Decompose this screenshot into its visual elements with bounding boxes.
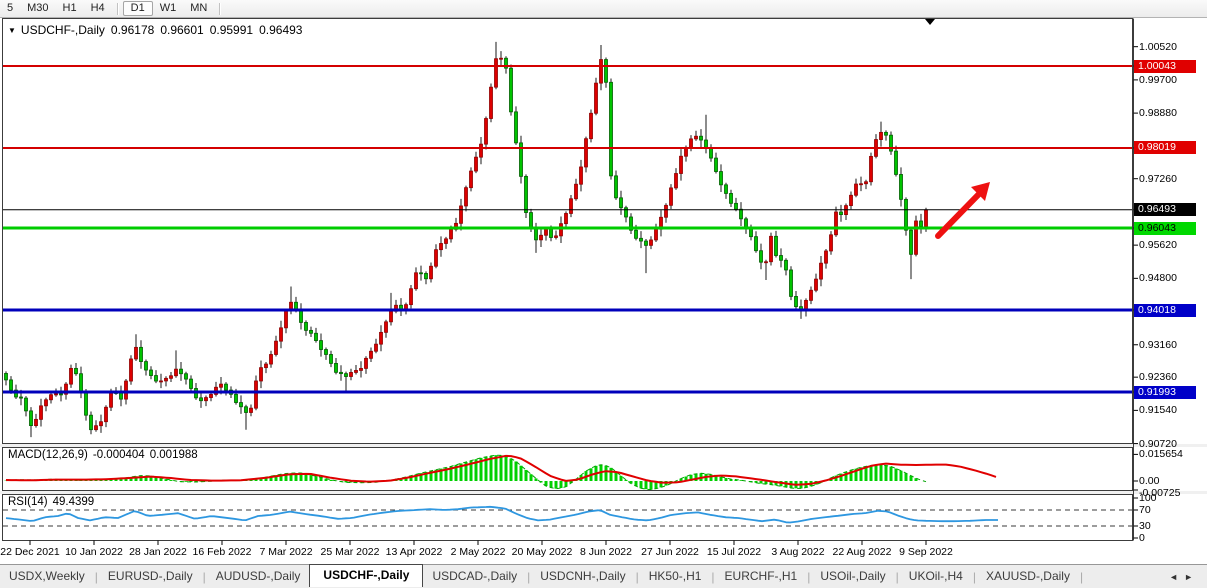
date-tick-label: 15 Jul 2022 bbox=[706, 546, 762, 558]
candles bbox=[4, 41, 928, 438]
date-tick-label: 2 May 2022 bbox=[450, 546, 506, 558]
timeframe-toolbar: 5 M30 H1 H4 D1 W1 MN bbox=[0, 0, 1207, 18]
ohlc-open: 0.96178 bbox=[110, 23, 155, 37]
price-level-badge: 0.94018 bbox=[1134, 303, 1196, 317]
tab-separator: | bbox=[635, 569, 639, 584]
date-tick-label: 20 May 2022 bbox=[511, 546, 573, 558]
macd-name: MACD(12,26,9) bbox=[8, 449, 88, 461]
tab-scroll-right-icon[interactable]: ► bbox=[1184, 571, 1199, 582]
tab-separator: | bbox=[94, 569, 98, 584]
price-tick-label: 0.91540 bbox=[1139, 404, 1177, 417]
period-button-M30[interactable]: M30 bbox=[27, 2, 49, 14]
chart-shift-marker-icon[interactable] bbox=[925, 19, 935, 25]
price-level-badge: 0.96493 bbox=[1134, 203, 1196, 217]
symbol-tab-audusd-daily[interactable]: AUDUSD-,Daily bbox=[215, 569, 301, 583]
tab-separator: | bbox=[202, 569, 206, 584]
price-lines[interactable] bbox=[2, 65, 1132, 394]
price-tick-label: 1.00520 bbox=[1139, 40, 1177, 53]
price-level-badge: 1.00043 bbox=[1134, 59, 1196, 73]
date-tick-label: 8 Jun 2022 bbox=[580, 546, 632, 558]
date-tick-label: 10 Jan 2022 bbox=[65, 546, 123, 558]
tab-scroll-left-icon[interactable]: ◄ bbox=[1169, 571, 1185, 582]
symbol-tab-usdcnh-daily[interactable]: USDCNH-,Daily bbox=[540, 569, 626, 583]
symbol-tab-eurchf-h1[interactable]: EURCHF-,H1 bbox=[724, 569, 798, 583]
symbol-tab-usdx-weekly[interactable]: USDX,Weekly bbox=[9, 569, 85, 583]
date-tick-label: 22 Dec 2021 bbox=[0, 546, 60, 558]
ohlc-low: 0.95991 bbox=[209, 23, 254, 37]
macd-tick-label: 0.00 bbox=[1139, 475, 1160, 487]
chart-symbol-label: USDCHF-,Daily bbox=[20, 23, 105, 37]
period-button-5[interactable]: 5 bbox=[7, 2, 14, 14]
ohlc-close: 0.96493 bbox=[259, 23, 303, 37]
macd-label: MACD(12,26,9) -0.000404 0.001988 bbox=[8, 449, 203, 461]
price-level-badge: 0.96043 bbox=[1134, 221, 1196, 235]
rsi-tick-label: 70 bbox=[1139, 504, 1151, 516]
macd-tick-label: -0.00725 bbox=[1139, 487, 1181, 500]
trend-arrow[interactable] bbox=[935, 182, 990, 239]
price-tick-label: 0.90720 bbox=[1139, 437, 1177, 450]
date-tick-label: 7 Mar 2022 bbox=[259, 546, 313, 558]
symbol-tab-hk50-h1[interactable]: HK50-,H1 bbox=[648, 569, 702, 583]
price-level-badge: 0.98019 bbox=[1134, 141, 1196, 155]
symbol-tab-usdcad-daily[interactable]: USDCAD-,Daily bbox=[432, 569, 518, 583]
period-button-H1[interactable]: H1 bbox=[62, 2, 77, 14]
chart-title: ▼ USDCHF-,Daily 0.96178 0.96601 0.95991 0.964… bbox=[8, 23, 308, 37]
price-tick-label: 0.93160 bbox=[1139, 338, 1177, 351]
toolbar-separator bbox=[219, 2, 221, 15]
tab-separator: | bbox=[527, 569, 531, 584]
date-tick-label: 27 Jun 2022 bbox=[641, 546, 699, 558]
symbol-tab-ukoil-h4[interactable]: UKOil-,H4 bbox=[908, 569, 963, 583]
price-tick-label: 0.98880 bbox=[1139, 107, 1177, 120]
macd-value-main: -0.000404 bbox=[92, 449, 145, 461]
rsi-label: RSI(14) 49.4399 bbox=[8, 496, 99, 508]
date-tick-label: 9 Sep 2022 bbox=[899, 546, 953, 558]
price-level-badge: 0.91993 bbox=[1134, 385, 1196, 399]
price-tick-label: 0.95620 bbox=[1139, 239, 1177, 252]
rsi-tick-label: 0 bbox=[1139, 532, 1145, 544]
rsi-tick-label: 30 bbox=[1139, 520, 1151, 532]
macd-plot bbox=[4, 454, 997, 490]
date-tick-label: 3 Aug 2022 bbox=[771, 546, 825, 558]
date-tick-label: 25 Mar 2022 bbox=[320, 546, 380, 558]
chart-dropdown-icon[interactable]: ▼ bbox=[8, 26, 16, 35]
tab-separator: | bbox=[1079, 569, 1084, 584]
date-tick-label: 16 Feb 2022 bbox=[192, 546, 252, 558]
symbol-tab-xauusd-daily[interactable]: XAUUSD-,Daily bbox=[985, 569, 1070, 583]
tab-separator: | bbox=[711, 569, 715, 584]
macd-value-signal: 0.001988 bbox=[149, 449, 198, 461]
price-tick-label: 0.99700 bbox=[1139, 73, 1177, 86]
period-button-D1[interactable]: D1 bbox=[122, 1, 153, 16]
tab-separator: | bbox=[972, 569, 976, 584]
price-tick-label: 0.94800 bbox=[1139, 272, 1177, 285]
price-tick-label: 0.92360 bbox=[1139, 371, 1177, 384]
period-button-W1[interactable]: W1 bbox=[159, 2, 177, 14]
rsi-tick-label: 100 bbox=[1139, 492, 1157, 504]
tab-separator: | bbox=[807, 569, 811, 584]
rsi-name: RSI(14) bbox=[8, 496, 48, 508]
symbol-tab-eurusd-daily[interactable]: EURUSD-,Daily bbox=[107, 569, 193, 583]
date-tick-label: 22 Aug 2022 bbox=[832, 546, 892, 558]
period-button-H4[interactable]: H4 bbox=[90, 2, 105, 14]
rsi-value: 49.4399 bbox=[52, 496, 95, 508]
period-button-MN[interactable]: MN bbox=[190, 2, 208, 14]
toolbar-separator bbox=[116, 2, 118, 15]
symbol-tabbar: USDX,Weekly | EURUSD-,Daily | AUDUSD-,Daily U… bbox=[0, 564, 1207, 588]
symbol-tab-usoil-daily[interactable]: USOil-,Daily bbox=[820, 569, 886, 583]
date-tick-label: 28 Jan 2022 bbox=[129, 546, 187, 558]
ohlc-high: 0.96601 bbox=[160, 23, 204, 37]
tab-separator: | bbox=[895, 569, 899, 584]
price-tick-label: 0.97260 bbox=[1139, 172, 1177, 185]
date-tick-label: 13 Apr 2022 bbox=[385, 546, 443, 558]
symbol-tab-usdchf-daily[interactable]: USDCHF-,Daily bbox=[309, 564, 424, 587]
macd-tick-label: 0.015654 bbox=[1139, 448, 1183, 461]
rsi-plot bbox=[3, 505, 1132, 527]
